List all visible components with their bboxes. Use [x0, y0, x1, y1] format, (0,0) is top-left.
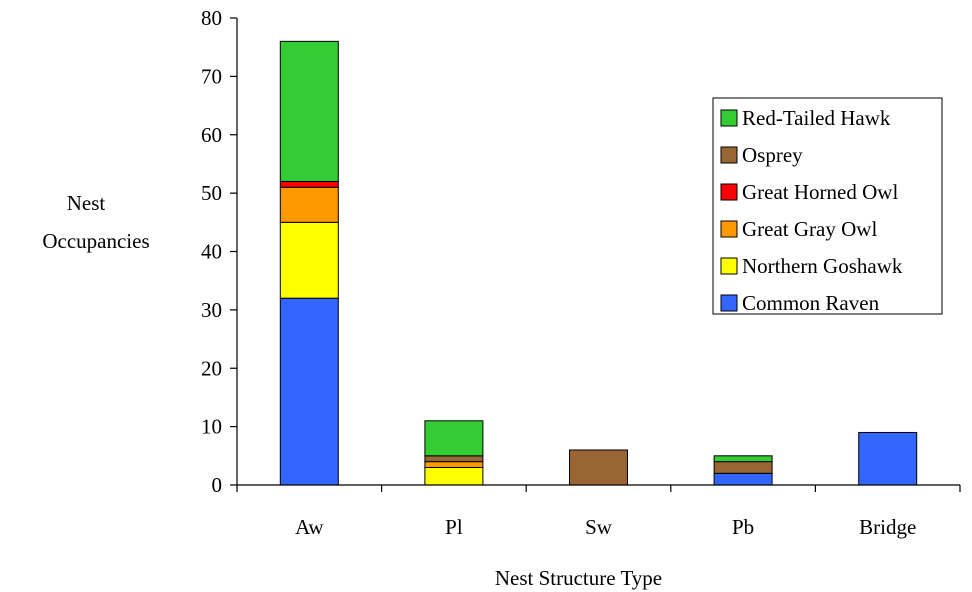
legend-swatch: [720, 183, 738, 201]
y-axis-title-line-2: Occupancies: [42, 229, 149, 253]
y-tick-label: 80: [201, 6, 222, 30]
bar-segment: [713, 455, 773, 463]
legend-swatch: [720, 109, 738, 127]
bar-segment: [424, 455, 484, 463]
y-tick-label: 20: [201, 356, 222, 380]
x-tick-label: Pb: [732, 515, 754, 539]
x-tick-label: Sw: [585, 515, 613, 539]
y-tick-label: 10: [201, 415, 222, 439]
bar-segment: [569, 449, 628, 486]
legend-box: [712, 97, 943, 315]
y-tick-label: 40: [201, 240, 222, 264]
y-axis-title-line-1: Nest: [67, 191, 106, 215]
bar-segment: [279, 180, 339, 188]
bars-layer: [279, 40, 918, 486]
legend-label: Osprey: [742, 143, 803, 167]
legend-label: Great Horned Owl: [742, 180, 898, 204]
y-ticks: 0 10 20 30 40 50 60 70 80: [201, 6, 237, 497]
legend-label: Red-Tailed Hawk: [742, 106, 891, 130]
legend-swatch: [720, 257, 738, 275]
bar-segment: [713, 461, 773, 474]
x-axis-title: Nest Structure Type: [495, 566, 662, 590]
y-tick-label: 60: [201, 123, 222, 147]
legend-label: Northern Goshawk: [742, 254, 903, 278]
bar-segment: [858, 431, 918, 486]
x-ticks: Aw Pl Sw Pb Bridge: [236, 485, 961, 539]
bar-segment: [424, 420, 484, 457]
bar-segment: [279, 186, 339, 223]
x-tick-label: Aw: [295, 515, 324, 539]
bar-segment: [424, 461, 484, 468]
bar-segment: [279, 40, 339, 182]
legend-swatch: [720, 294, 738, 312]
bar-segment: [424, 466, 484, 486]
bar-segment: [713, 472, 773, 486]
y-tick-label: 50: [201, 181, 222, 205]
legend-label: Common Raven: [742, 291, 880, 315]
legend-label: Great Gray Owl: [742, 217, 877, 241]
x-tick-label: Pl: [445, 515, 463, 539]
y-tick-label: 0: [212, 473, 223, 497]
bar-segment: [279, 297, 339, 486]
legend-swatch: [720, 220, 738, 238]
bar-segment: [279, 221, 339, 299]
legend: Red-Tailed Hawk Osprey Great Horned Owl Gre…: [712, 97, 943, 315]
y-tick-label: 30: [201, 298, 222, 322]
legend-swatch: [720, 146, 738, 164]
y-tick-label: 70: [201, 64, 222, 88]
x-tick-label: Bridge: [859, 515, 916, 539]
